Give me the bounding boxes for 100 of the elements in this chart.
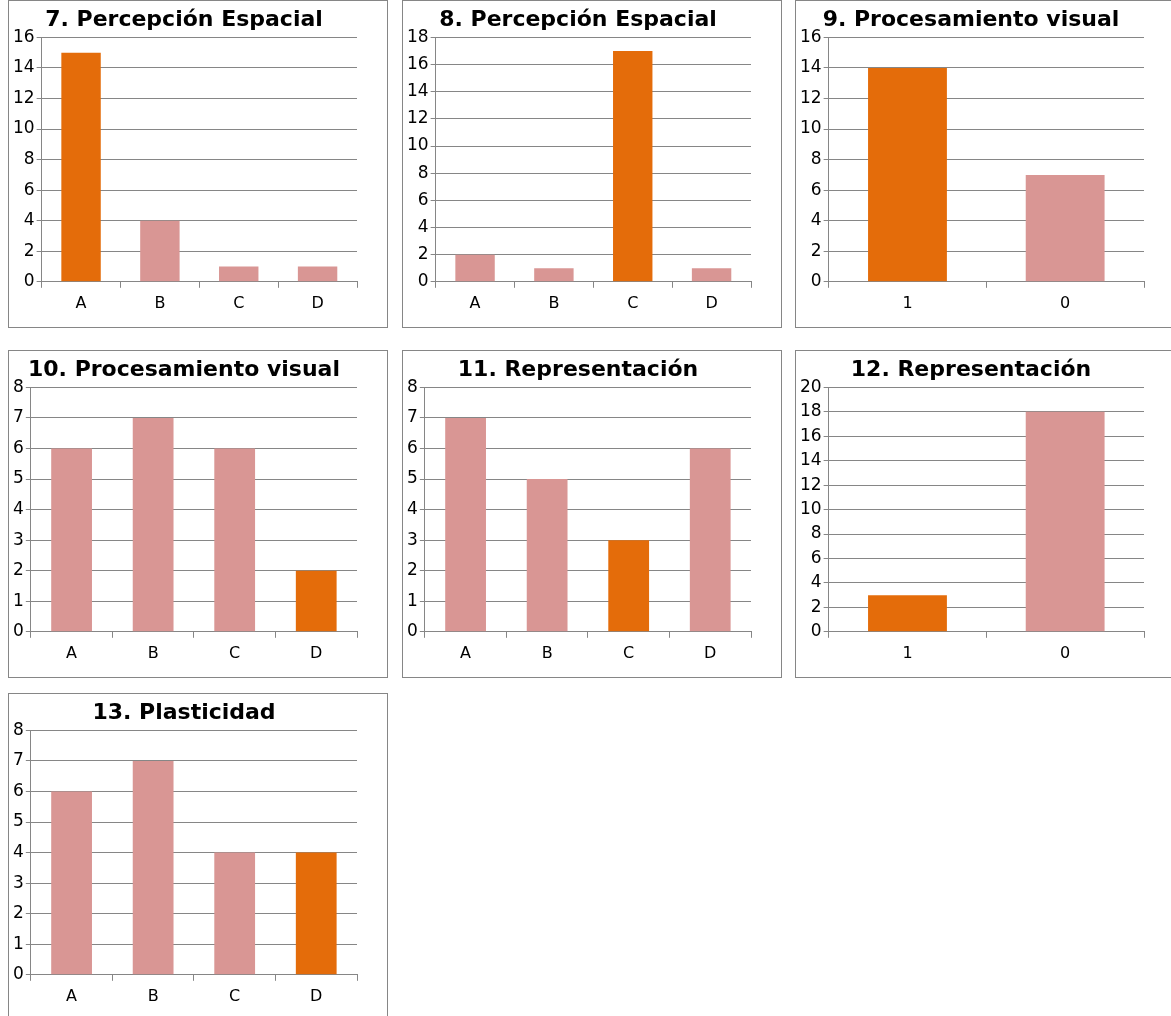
- y-tick-label: 18: [406, 25, 429, 46]
- y-tick-label: 16: [12, 25, 35, 46]
- bar: [534, 268, 574, 282]
- y-tick-label: 14: [406, 80, 429, 101]
- y-tick-label: 8: [12, 375, 24, 396]
- y-tick-label: 0: [406, 620, 418, 641]
- y-tick-label: 4: [12, 841, 24, 862]
- bar: [140, 220, 180, 282]
- y-tick-label: 5: [12, 810, 24, 831]
- y-tick-label: 16: [799, 25, 822, 46]
- y-tick-label: 1: [12, 932, 24, 953]
- bar: [132, 760, 174, 975]
- y-tick-label: 1: [12, 589, 24, 610]
- x-tick-label: D: [705, 292, 718, 312]
- bar: [132, 417, 174, 632]
- y-tick-label: 16: [406, 52, 429, 73]
- y-tick-label: 0: [23, 270, 35, 291]
- y-tick-label: 2: [406, 559, 418, 580]
- y-tick-label: 5: [12, 467, 24, 488]
- chart-title: 7. Percepción Espacial: [45, 5, 323, 31]
- x-tick-label: 0: [1060, 292, 1071, 312]
- y-tick-label: 0: [810, 620, 822, 641]
- y-tick-label: 18: [799, 400, 822, 421]
- bar: [689, 448, 731, 632]
- y-tick-label: 8: [406, 375, 418, 396]
- bar: [214, 852, 256, 975]
- y-tick-label: 16: [799, 424, 822, 445]
- x-tick-label: C: [229, 642, 241, 662]
- bar: [526, 479, 568, 632]
- chart-title: 11. Representación: [457, 355, 699, 381]
- bar: [61, 52, 101, 282]
- y-tick-label: 6: [12, 436, 24, 457]
- y-tick-label: 4: [406, 498, 418, 519]
- y-tick-label: 0: [810, 270, 822, 291]
- x-tick-label: C: [233, 292, 245, 312]
- x-tick-label: D: [704, 642, 717, 662]
- y-tick-label: 8: [12, 718, 24, 739]
- x-tick-label: A: [66, 985, 78, 1005]
- y-tick-label: 0: [417, 270, 429, 291]
- x-tick-label: A: [75, 292, 87, 312]
- chart-title: 9. Procesamiento visual: [822, 5, 1120, 31]
- y-tick-label: 2: [417, 243, 429, 264]
- y-tick-label: 14: [799, 56, 822, 77]
- y-tick-label: 6: [406, 436, 418, 457]
- chart-title: 13. Plasticidad: [92, 698, 276, 724]
- x-tick-label: B: [154, 292, 166, 312]
- x-tick-label: D: [310, 985, 323, 1005]
- y-tick-label: 12: [12, 86, 35, 107]
- y-tick-label: 2: [810, 239, 822, 260]
- x-tick-label: A: [66, 642, 78, 662]
- y-tick-label: 8: [417, 161, 429, 182]
- bar: [214, 448, 256, 632]
- y-tick-label: 10: [12, 117, 35, 138]
- y-tick-label: 6: [23, 178, 35, 199]
- x-tick-label: 1: [902, 642, 913, 662]
- x-tick-label: B: [147, 642, 159, 662]
- x-tick-label: B: [541, 642, 553, 662]
- x-tick-label: D: [311, 292, 324, 312]
- bar: [608, 540, 650, 632]
- chart-title: 8. Percepción Espacial: [439, 5, 717, 31]
- y-tick-label: 8: [810, 148, 822, 169]
- y-tick-label: 8: [23, 148, 35, 169]
- y-tick-label: 10: [799, 498, 822, 519]
- y-tick-label: 10: [799, 117, 822, 138]
- y-tick-label: 10: [406, 134, 429, 155]
- y-tick-label: 6: [417, 188, 429, 209]
- y-tick-label: 3: [12, 871, 24, 892]
- y-tick-label: 14: [799, 449, 822, 470]
- chart-title: 12. Representación: [850, 355, 1092, 381]
- y-tick-label: 5: [406, 467, 418, 488]
- x-tick-label: 0: [1060, 642, 1071, 662]
- y-tick-label: 2: [12, 559, 24, 580]
- bar: [295, 570, 337, 632]
- y-tick-label: 14: [12, 56, 35, 77]
- y-tick-label: 2: [810, 595, 822, 616]
- y-tick-label: 6: [810, 178, 822, 199]
- y-tick-label: 7: [12, 749, 24, 770]
- y-tick-label: 8: [810, 522, 822, 543]
- x-tick-label: B: [548, 292, 560, 312]
- bar: [455, 254, 495, 282]
- x-tick-label: D: [310, 642, 323, 662]
- bar: [691, 268, 732, 282]
- y-tick-label: 4: [12, 498, 24, 519]
- x-tick-label: 1: [902, 292, 913, 312]
- chart-title: 10. Procesamiento visual: [28, 355, 340, 381]
- bar: [613, 50, 653, 282]
- x-tick-label: C: [623, 642, 635, 662]
- bar: [219, 266, 259, 282]
- y-tick-label: 12: [799, 473, 822, 494]
- y-tick-label: 4: [810, 571, 822, 592]
- y-tick-label: 0: [12, 963, 24, 984]
- y-tick-label: 7: [12, 406, 24, 427]
- y-tick-label: 2: [23, 239, 35, 260]
- y-tick-label: 4: [23, 209, 35, 230]
- x-tick-label: C: [627, 292, 639, 312]
- x-tick-label: B: [147, 985, 159, 1005]
- bar: [297, 266, 338, 282]
- x-tick-label: A: [469, 292, 481, 312]
- x-tick-label: C: [229, 985, 241, 1005]
- bar: [51, 791, 92, 975]
